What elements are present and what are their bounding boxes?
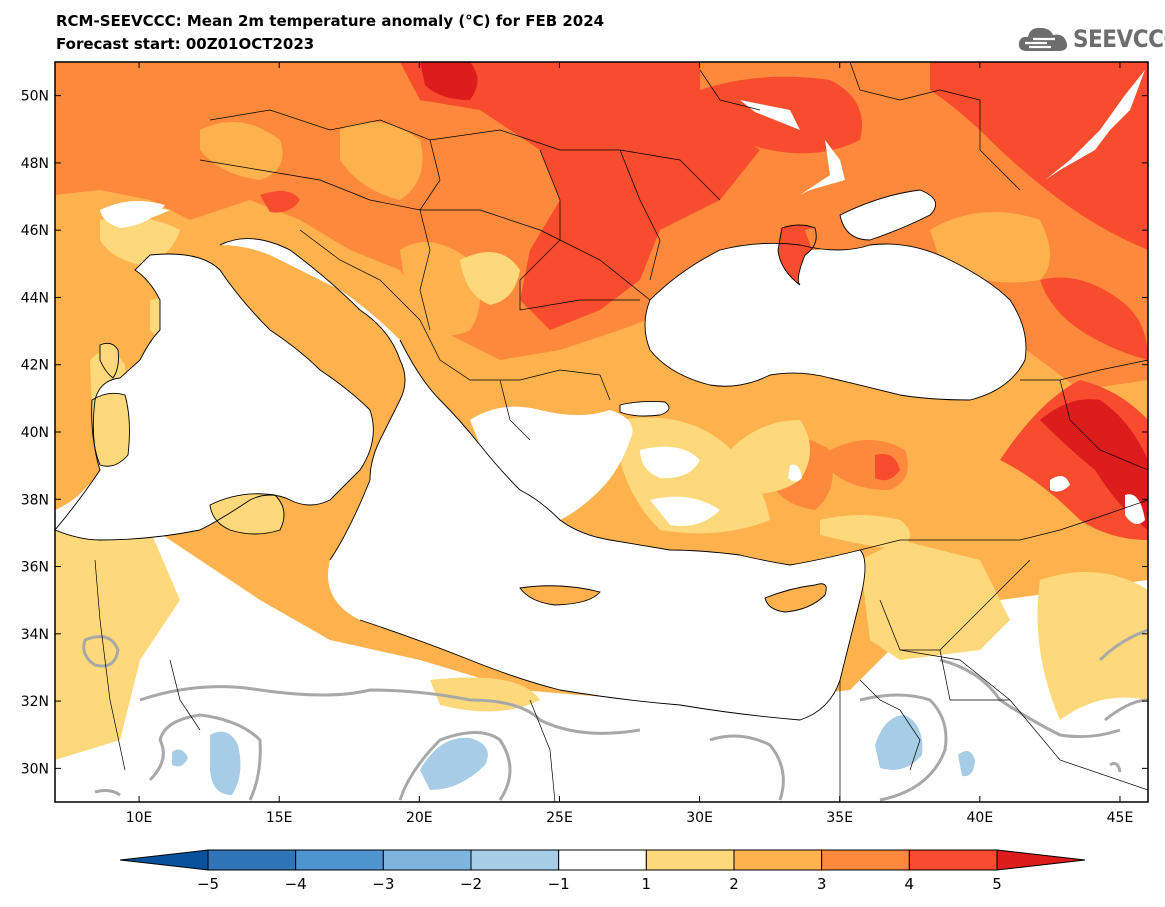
- colorbar-label: −1: [548, 875, 570, 893]
- colorbar-label: 5: [992, 875, 1002, 893]
- lat-tick-label: 38N: [21, 492, 49, 508]
- lat-tick-label: 34N: [21, 627, 49, 643]
- colorbar: −5 −4 −3 −2 −1 1 2 3 4 5: [119, 849, 1086, 893]
- lon-tick-label: 35E: [826, 810, 853, 826]
- colorbar-swatch: [295, 849, 384, 871]
- colorbar-label: 2: [729, 875, 739, 893]
- lon-tick-label: 25E: [546, 810, 573, 826]
- lat-tick-label: 40N: [21, 425, 49, 441]
- colorbar-swatch: [733, 849, 823, 871]
- forecast-start-subtitle: Forecast start: 00Z01OCT2023: [56, 35, 315, 53]
- lat-tick-label: 50N: [21, 89, 49, 105]
- colorbar-min-extend: [119, 849, 209, 871]
- colorbar-label: 4: [905, 875, 915, 893]
- colorbar-label: 1: [642, 875, 652, 893]
- colorbar-label: −4: [285, 875, 307, 893]
- colorbar-swatch: [470, 849, 560, 871]
- colorbar-swatch: [558, 849, 647, 871]
- cloud-icon: [1018, 27, 1068, 51]
- lon-tick-label: 20E: [406, 810, 433, 826]
- lat-tick-label: 44N: [21, 290, 49, 306]
- colorbar-label: −5: [197, 875, 219, 893]
- lat-tick-label: 42N: [21, 358, 49, 374]
- lat-tick-label: 48N: [21, 156, 49, 172]
- lat-tick-label: 30N: [21, 761, 49, 777]
- lon-tick-label: 40E: [967, 810, 994, 826]
- lon-tick-label: 30E: [686, 810, 713, 826]
- lat-tick-label: 36N: [21, 560, 49, 576]
- colorbar-swatch: [821, 849, 910, 871]
- lat-tick-label: 46N: [21, 223, 49, 239]
- lon-ticks: 10E 15E 20E 25E 30E 35E 40E 45E: [126, 62, 1134, 826]
- lat-ticks: 50N 48N 46N 44N 42N 40N 38N 36N 34N 32N 30N: [21, 89, 1148, 777]
- logo-text: SEEVCCC: [1073, 25, 1165, 53]
- colorbar-label: −3: [372, 875, 394, 893]
- map-title: RCM-SEEVCCC: Mean 2m temperature anomaly…: [56, 12, 605, 30]
- lon-tick-label: 45E: [1107, 810, 1134, 826]
- map-field: [55, 62, 1148, 802]
- lon-tick-label: 10E: [126, 810, 153, 826]
- colorbar-swatch: [908, 849, 998, 871]
- colorbar-swatch: [382, 849, 472, 871]
- colorbar-label: −2: [460, 875, 482, 893]
- colorbar-swatch: [645, 849, 735, 871]
- colorbar-max-extend: [996, 849, 1086, 871]
- colorbar-label: 3: [817, 875, 827, 893]
- coastlines: [55, 189, 1027, 721]
- lon-tick-label: 15E: [266, 810, 293, 826]
- country-borders: [94, 62, 1148, 802]
- colorbar-swatch: [207, 849, 297, 871]
- seevccc-logo: SEEVCCC: [1017, 23, 1165, 55]
- lat-tick-label: 32N: [21, 694, 49, 710]
